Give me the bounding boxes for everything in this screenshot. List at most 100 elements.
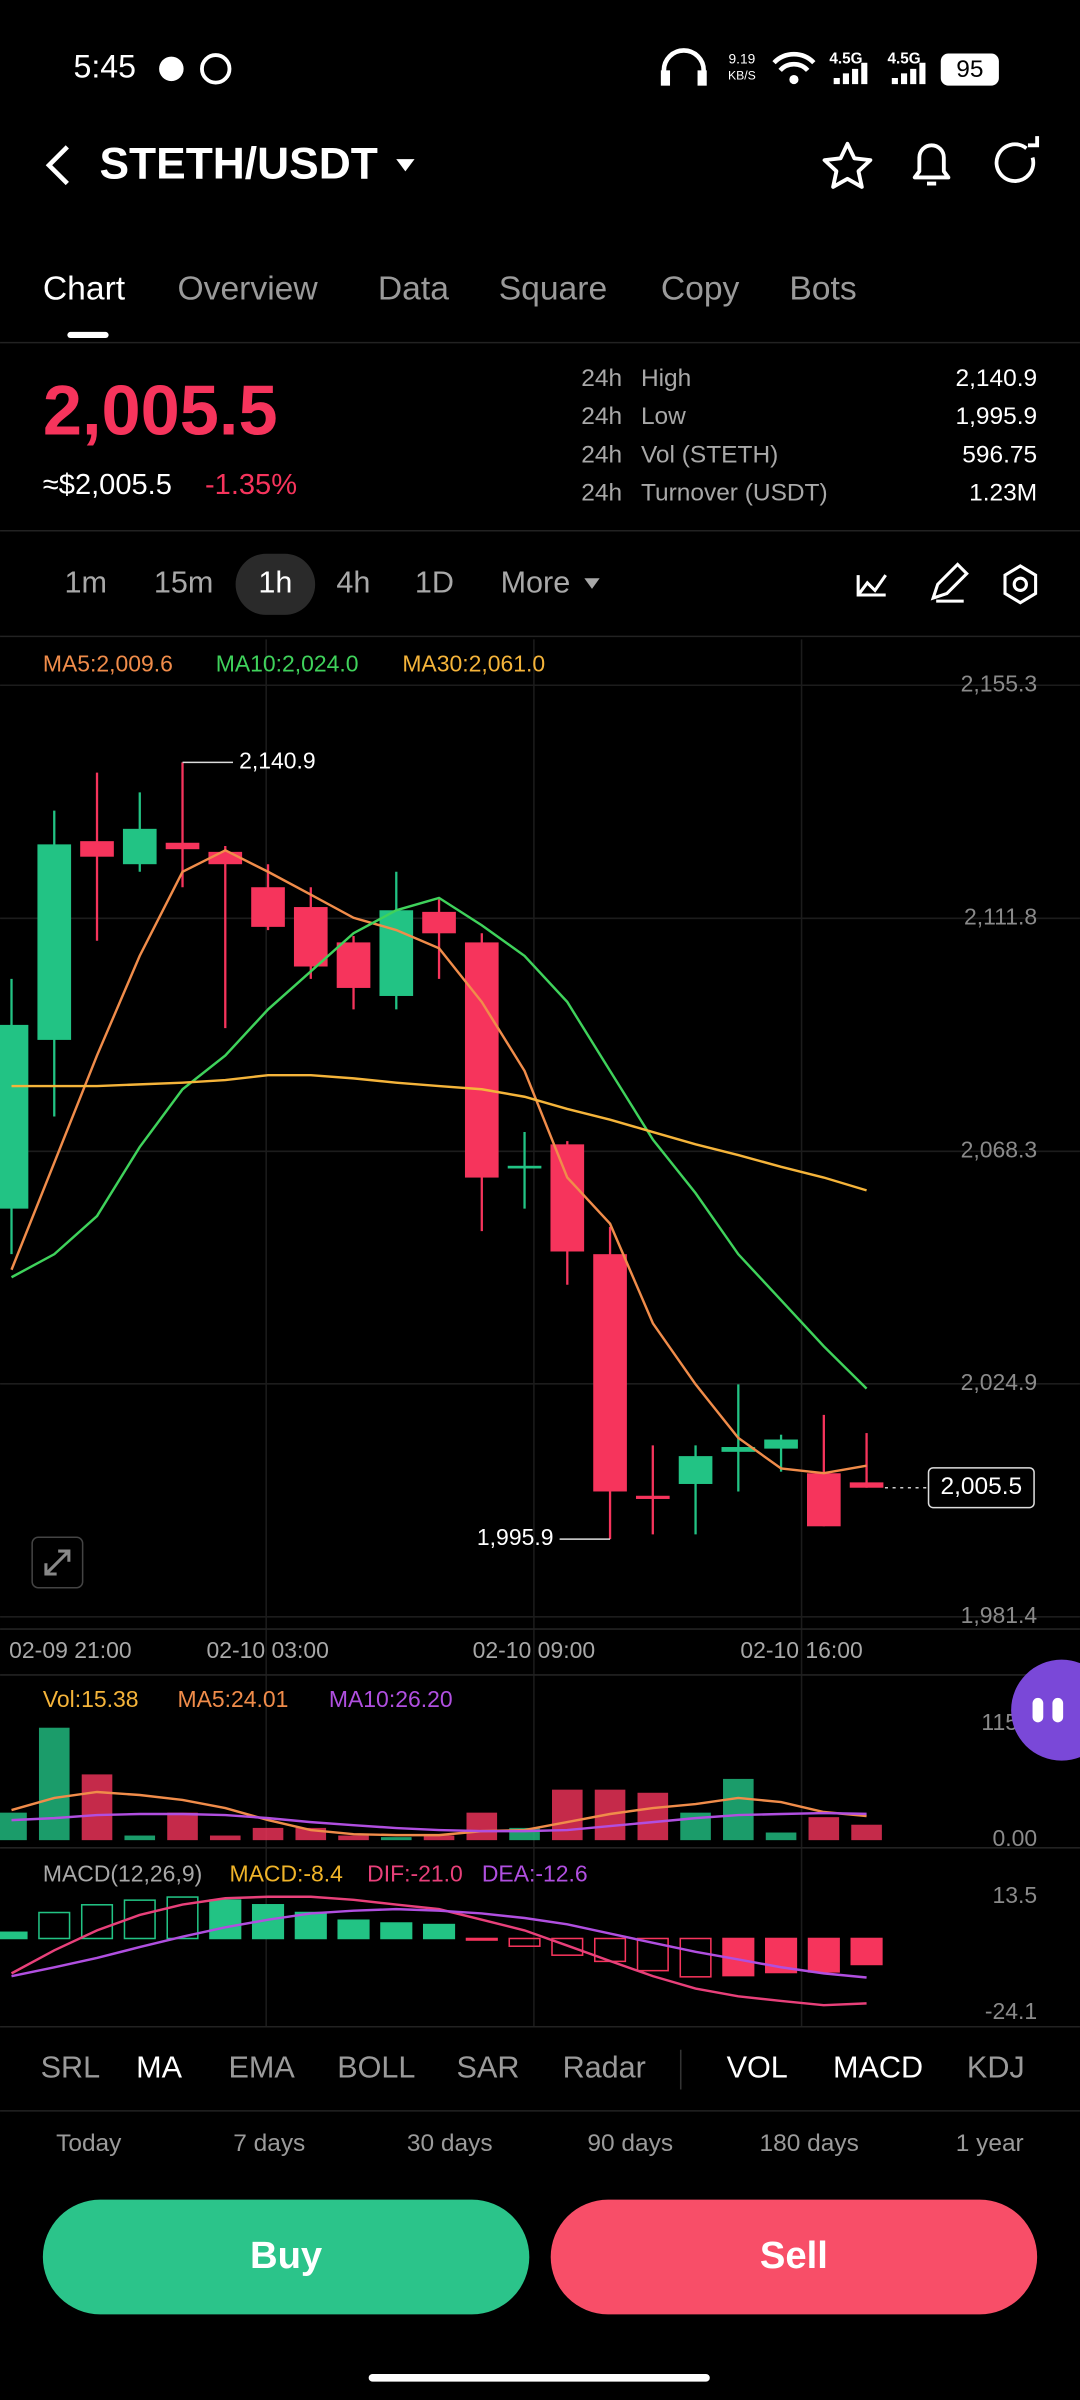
status-icon [200,53,232,85]
volume-bar [167,1812,198,1841]
stat-label: Low [641,403,686,430]
indicator-line [11,1790,867,1837]
indicator-tab[interactable]: SAR [457,2051,520,2085]
fullscreen-button[interactable] [31,1536,84,1589]
macd-bar [850,1937,883,1966]
indicator-tab[interactable]: BOLL [337,2051,415,2085]
y-tick-label: 2,155.3 [961,670,1038,696]
indicator-tab[interactable]: Radar [563,2051,646,2085]
interval[interactable]: 15m [154,565,213,599]
interval[interactable]: 1D [415,565,454,599]
sell-label: Sell [760,2234,828,2277]
macd-bar [80,1904,114,1940]
share-button[interactable] [994,136,1040,183]
indicator-line [10,1895,867,2007]
assistant-icon [1032,1697,1044,1723]
buy-button[interactable] [42,2199,530,2315]
interval[interactable]: More [501,565,571,599]
headphones-icon [661,48,706,80]
volume-bar [380,1837,412,1841]
candle-body [208,851,243,865]
candle-body [721,1447,756,1452]
volume-bar [252,1827,284,1841]
range-tab[interactable]: 7 days [233,2130,305,2157]
settings-button[interactable] [1003,564,1038,605]
interval[interactable]: 1m [64,565,106,599]
legend-entry: MA5:2,009.6 [43,650,173,676]
volume-bar [0,1812,27,1841]
stat-value: 2,140.9 [955,365,1037,392]
indicator-tab[interactable]: SRL [41,2051,100,2085]
stats: 24h High 2,140.9 24h Low 1,995.9 24h Vol (STETH… [581,365,1037,507]
signal-icon [833,62,868,85]
candle-body [0,1024,29,1209]
status-time: 5:45 [73,48,136,84]
y-tick-label: -24.1 [985,1998,1037,2024]
range-tab[interactable]: 90 days [587,2130,673,2157]
volume-bar [124,1835,156,1841]
indicator-line [11,1073,867,1192]
indicator-tab[interactable]: VOL [727,2051,788,2085]
indicator-tab[interactable]: MA [136,2051,182,2085]
tab[interactable]: Copy [661,271,740,308]
annotation-label: 2,140.9 [239,747,316,773]
favorite-button[interactable] [822,141,873,189]
signal-icon [891,62,926,85]
macd-bar [337,1919,370,1940]
candle-body [764,1439,798,1449]
sell-button[interactable] [550,2199,1038,2315]
indicator-button[interactable] [856,574,887,597]
interval[interactable]: 4h [336,565,370,599]
volume-bar [38,1727,70,1841]
candle-body [593,1254,627,1492]
interval-dropdown [584,578,600,589]
macd-bar [0,1931,28,1940]
indicator-line [11,1907,867,1979]
indicator-tab[interactable]: KDJ [967,2051,1025,2085]
range-tab[interactable]: 30 days [407,2130,493,2157]
stat-period: 24h [581,480,622,507]
back-button[interactable] [45,145,69,186]
y-tick-label: 2,024.9 [961,1369,1038,1395]
tab[interactable]: Square [499,271,607,308]
signal-label: 4.5G [829,51,862,68]
volume-bar [209,1835,241,1841]
candle-body [293,907,328,967]
tab[interactable]: Overview [177,271,318,308]
interval[interactable]: 1h [258,565,292,599]
indicator-line [10,848,867,1475]
volume-bar [552,1789,583,1841]
usd-price: ≈$2,005.5 [43,469,172,501]
buy-label: Buy [250,2234,323,2277]
range-tab[interactable]: 180 days [760,2130,859,2157]
x-tick-label: 02-10 16:00 [740,1637,862,1663]
x-tick-label: 02-10 09:00 [473,1637,595,1663]
macd-bar [807,1937,840,1973]
settings-button [1012,576,1028,592]
tab-bar: Chart Overview Data Square Copy Bots [43,271,857,308]
y-tick-label: 13.5 [992,1882,1037,1908]
candle-body [678,1456,713,1484]
candle-body [37,844,72,1040]
tab[interactable]: Bots [789,271,856,308]
pair-dropdown[interactable] [396,159,415,172]
alert-button[interactable] [912,143,951,186]
candle-body [635,1495,670,1499]
indicator-tab[interactable]: MACD [833,2051,923,2085]
assistant-bubble[interactable] [1011,1659,1080,1761]
range-tab[interactable]: Today [56,2130,122,2157]
pair-title[interactable]: STETH/USDT [99,139,377,188]
tab[interactable]: Data [378,271,449,308]
stat-period: 24h [581,403,622,430]
candle-body [251,887,285,927]
range-tab[interactable]: 1 year [956,2130,1024,2157]
y-tick-label: 2,068.3 [961,1136,1038,1162]
volume-bar [765,1832,797,1841]
draw-button[interactable] [930,562,969,603]
indicator-tab[interactable]: EMA [228,2051,295,2085]
tab[interactable]: Chart [43,271,126,308]
range-bar: Today 7 days 30 days 90 days 180 days 1 year [56,2130,1024,2157]
volume-bar [338,1835,369,1841]
stat-period: 24h [581,365,622,392]
wifi-icon [772,52,816,73]
